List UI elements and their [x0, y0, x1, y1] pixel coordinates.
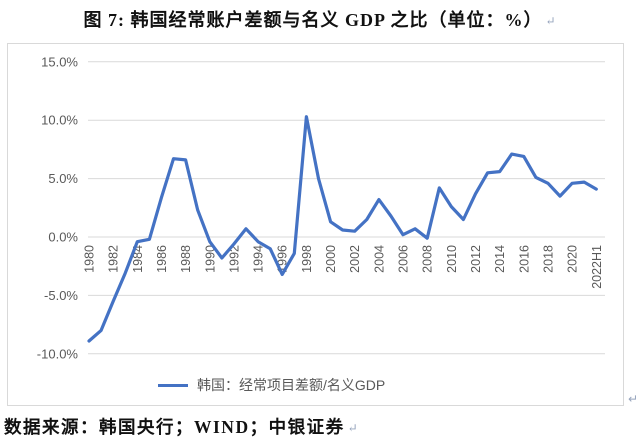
x-axis-tick-label: 1980: [83, 245, 97, 273]
chart-area: 15.0% 10.0% 5.0% 0.0% -5.0% -10.0% 1980 1982 198…: [7, 43, 624, 406]
x-axis-tick-label: 1994: [252, 245, 266, 273]
figure-title-text: 图 7: 韩国经常账户差额与名义 GDP 之比（单位：%）: [83, 10, 543, 30]
x-axis-tick-label: 2010: [445, 245, 459, 273]
chart-legend: 韩国：经常项目差额/名义GDP: [158, 377, 385, 393]
figure-title: 图 7: 韩国经常账户差额与名义 GDP 之比（单位：%） ↵: [0, 6, 640, 32]
source-note: 数据来源：韩国央行；WIND；中银证券 ↵: [4, 414, 359, 439]
x-axis-tick-label: 1990: [203, 245, 217, 273]
y-axis-tick-label: -10.0%: [37, 346, 79, 361]
paragraph-mark-icon: ↵: [347, 421, 360, 436]
line-chart: 15.0% 10.0% 5.0% 0.0% -5.0% -10.0% 1980 1982 198…: [37, 54, 605, 361]
y-axis-tick-label: 0.0%: [48, 230, 78, 245]
x-axis-tick-label: 1998: [300, 245, 314, 273]
data-line-korea-current-account-gdp: [87, 115, 598, 343]
y-axis-tick-label: 15.0%: [41, 54, 78, 69]
x-axis-tick-label: 2006: [397, 245, 411, 273]
x-axis-tick-label: 2016: [517, 245, 531, 273]
x-axis-tick-label: 1988: [179, 245, 193, 273]
y-axis-tick-label: 5.0%: [48, 171, 78, 186]
paragraph-mark-icon: ↵: [545, 14, 557, 29]
y-axis-tick-label: 10.0%: [41, 113, 78, 128]
x-axis-tick-label: 2014: [493, 245, 507, 273]
x-axis-tick-label: 1992: [227, 245, 241, 273]
x-axis-tick-label: 2022H1: [590, 245, 604, 289]
legend-line-marker-icon: [158, 383, 188, 387]
x-axis-tick-label: 2002: [348, 245, 362, 273]
y-axis-tick-label: -5.0%: [44, 288, 78, 303]
x-axis-tick-label: 2008: [421, 245, 435, 273]
x-axis-tick-label: 2018: [542, 245, 556, 273]
source-note-text: 数据来源：韩国央行；WIND；中银证券: [4, 417, 345, 437]
x-axis-tick-label: 2020: [566, 245, 580, 273]
x-axis-tick-label: 2000: [324, 245, 338, 273]
x-axis-tick-label: 1986: [155, 245, 169, 273]
x-axis-tick-label: 2004: [372, 245, 386, 273]
x-axis-tick-label: 2012: [469, 245, 483, 273]
paragraph-mark-icon: ↵: [628, 392, 639, 406]
legend-series-label: 韩国：经常项目差额/名义GDP: [197, 377, 386, 393]
x-axis-tick-label: 1982: [107, 245, 121, 273]
